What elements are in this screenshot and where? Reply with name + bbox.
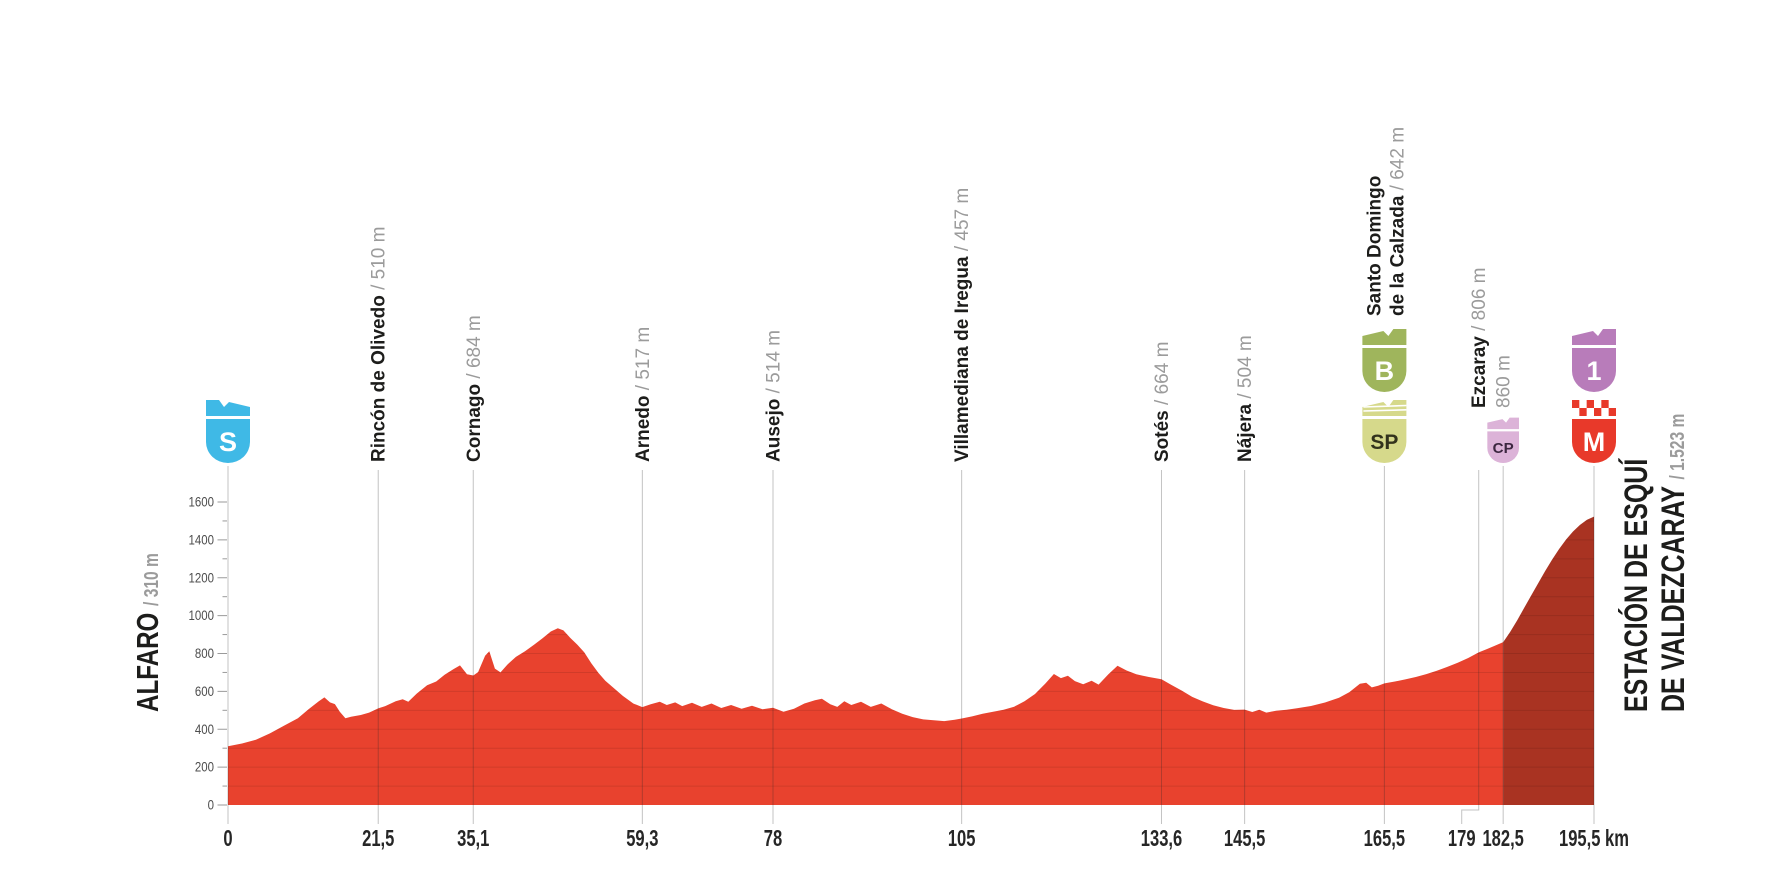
intermediate-sprint-badge-icon: SP (1362, 400, 1407, 463)
y-tick-label: 800 (195, 646, 214, 661)
x-tick-label: 78 (764, 826, 782, 851)
waypoint-label: Sotés / 664 m (1152, 342, 1173, 462)
x-tick-label: 105 (948, 826, 976, 851)
x-tick-label: 182,5 (1482, 826, 1523, 851)
x-tick-label: 145,5 (1224, 826, 1265, 851)
badge-letter: 1 (1586, 356, 1601, 386)
elevation-area (228, 628, 1504, 805)
waypoint-line (1461, 470, 1480, 824)
start-town-label: ALFARO / 310 m (130, 553, 165, 712)
x-tick-label: 179 (1448, 826, 1476, 851)
badge-letter: SP (1370, 431, 1398, 454)
y-tick-label: 1600 (188, 495, 214, 510)
x-tick-label: 195,5 km (1559, 826, 1629, 851)
badge-letter: B (1375, 356, 1395, 386)
y-axis: 0 200 400 600 800 1000 1200 1400 1600 (188, 495, 227, 813)
waypoint-lines (227, 466, 1595, 824)
x-axis: 0 21,5 35,1 59,3 78 105 133,6 145,5 165,5 179 182,… (223, 826, 1629, 851)
badge-letter: M (1583, 427, 1606, 457)
waypoint-label: de la Calzada / 642 m (1387, 127, 1408, 316)
waypoint-label: Nájera / 504 m (1235, 335, 1256, 462)
final-climb-area (1503, 516, 1594, 805)
waypoint-label: Santo Domingo (1364, 176, 1385, 316)
checkpoint-badge-icon: CP (1487, 417, 1520, 463)
waypoint-label: Ezcaray / 806 m (1469, 268, 1490, 409)
y-tick-label: 1000 (188, 608, 214, 623)
badge-letter: S (219, 427, 237, 457)
waypoint-labels: Rincón de Olivedo / 510 m Cornago / 684 m… (369, 127, 1515, 462)
y-tick-label: 0 (208, 798, 214, 813)
x-tick-label: 21,5 (362, 826, 394, 851)
waypoint-altitude-label: 860 m (1494, 355, 1515, 408)
x-tick-label: 59,3 (626, 826, 658, 851)
x-tick-label: 0 (223, 826, 232, 851)
finish-badge-icon: M (1572, 400, 1616, 463)
finish-town-label-line1: ESTACIÓN DE ESQUÍ (1617, 458, 1655, 712)
y-tick-label: 1200 (188, 570, 214, 585)
y-tick-label: 200 (195, 760, 214, 775)
finish-town-label-line2: DE VALDEZCARAY / 1.523 m (1656, 414, 1692, 712)
y-tick-label: 400 (195, 722, 214, 737)
badge-letter: CP (1493, 440, 1514, 457)
category-1-climb-badge-icon: 1 (1572, 329, 1616, 392)
start-badge-icon: S (206, 400, 250, 463)
waypoint-label: Rincón de Olivedo / 510 m (369, 227, 390, 462)
y-tick-label: 600 (195, 684, 214, 699)
waypoint-label: Ausejo / 514 m (764, 330, 785, 462)
y-tick-label: 1400 (188, 533, 214, 548)
x-tick-label: 35,1 (457, 826, 489, 851)
waypoint-badges: S B SP CP 1 M (206, 329, 1616, 463)
x-tick-label: 133,6 (1141, 826, 1182, 851)
waypoint-label: Villamediana de Iregua / 457 m (952, 188, 973, 462)
waypoint-label: Cornago / 684 m (464, 315, 485, 462)
waypoint-label: Arnedo / 517 m (633, 327, 654, 462)
feed-zone-badge-icon: B (1362, 329, 1407, 392)
x-tick-label: 165,5 (1364, 826, 1405, 851)
